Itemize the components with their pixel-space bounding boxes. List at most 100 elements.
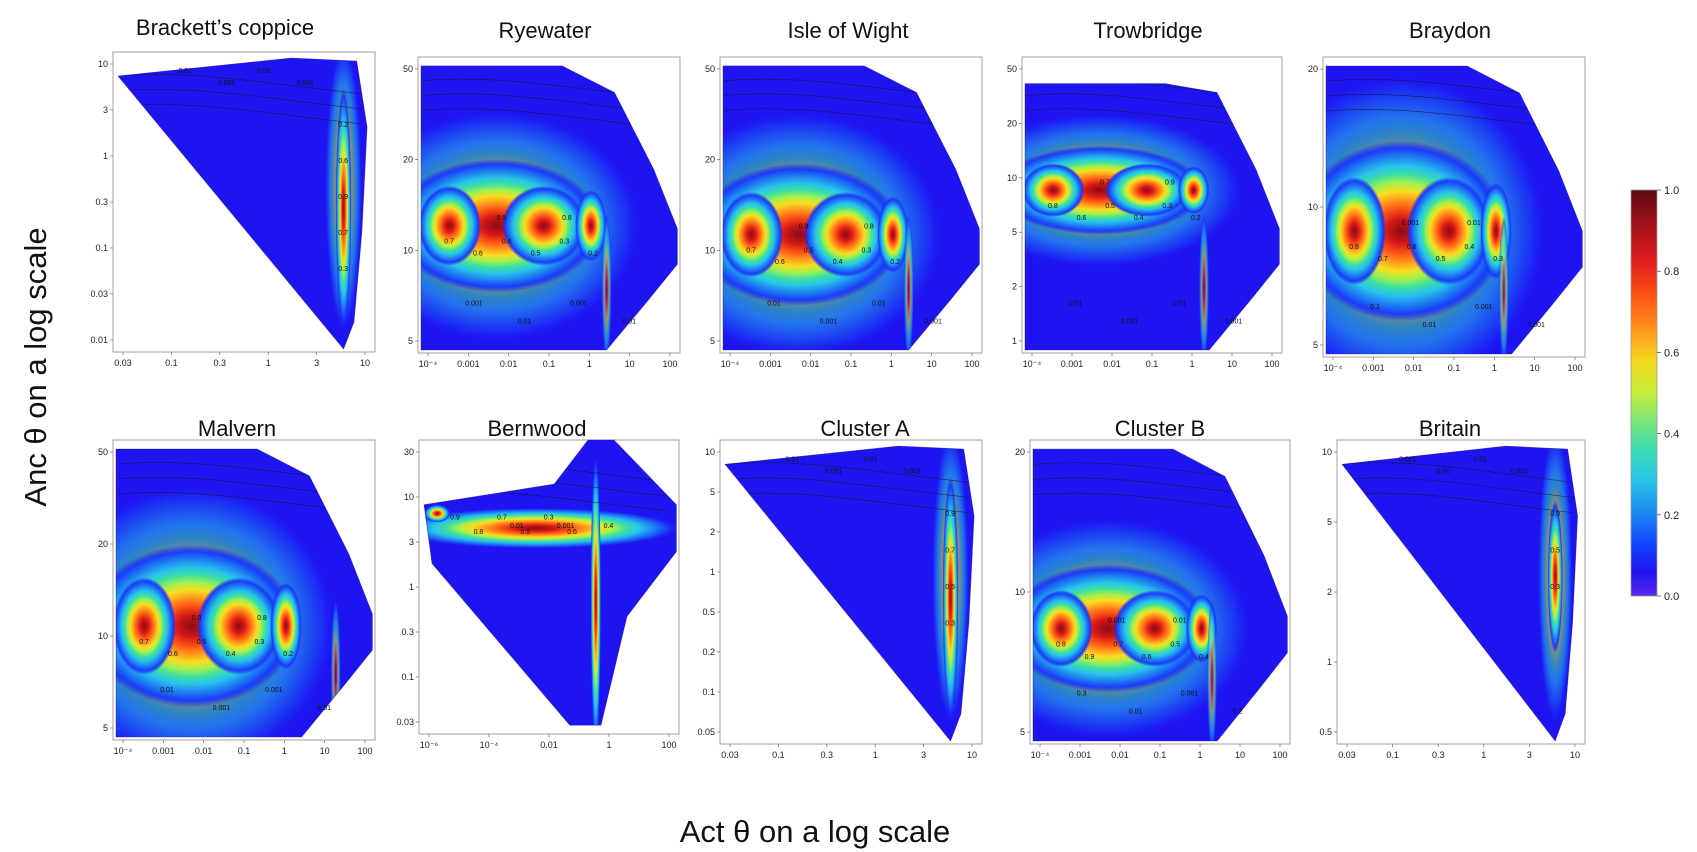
contour-label: 0.001 <box>213 705 231 712</box>
contour-label: 0.01 <box>179 68 193 75</box>
y-tick-label: 10 <box>404 492 414 502</box>
contour-label: 0.01 <box>1069 301 1083 308</box>
contour-label: 0.01 <box>1173 301 1187 308</box>
y-tick-label: 2 <box>1327 587 1332 597</box>
contour-label: 0.9 <box>799 224 809 231</box>
y-axis-label: Anc θ on a log scale <box>18 227 53 506</box>
x-tick-label: 0.1 <box>1448 363 1461 373</box>
y-tick-label: 10 <box>1007 173 1017 183</box>
y-tick-label: 0.3 <box>401 627 414 637</box>
contour-label: 0.3 <box>945 620 955 627</box>
panel-title: Bernwood <box>487 416 586 441</box>
y-tick-label: 5 <box>1327 517 1332 527</box>
density-outline <box>722 65 980 351</box>
y-tick-label: 30 <box>404 447 414 457</box>
contour-label: 0.001 <box>924 318 942 325</box>
x-tick-label: 0.3 <box>821 750 834 760</box>
x-tick-label: 10 <box>625 359 635 369</box>
density-hotspot <box>1033 590 1093 667</box>
contour-label: 0.6 <box>775 259 785 266</box>
x-tick-label: 10⁻⁴ <box>721 359 740 369</box>
y-tick-label: 5 <box>408 336 413 346</box>
x-tick-label: 10⁻⁴ <box>1023 359 1042 369</box>
contour-label: 0.001 <box>1402 220 1420 227</box>
x-tick-label: 1 <box>873 750 878 760</box>
x-tick-label: 0.001 <box>1061 359 1084 369</box>
density-hotspot <box>1406 177 1491 285</box>
y-tick-label: 5 <box>1313 340 1318 350</box>
contour-label: 0.001 <box>1108 617 1126 624</box>
contour-label: 0.6 <box>473 250 483 257</box>
x-tick-label: 100 <box>1264 359 1279 369</box>
panel-6: Malvern 0.9 0.8 0.7 0.6 0.5 0.4 0.3 0.2 0.01 0.001… <box>98 416 376 756</box>
contour-label: 0.2 <box>338 122 348 129</box>
y-tick-label: 0.03 <box>90 289 108 299</box>
panel-title: Isle of Wight <box>787 18 908 43</box>
contour-line <box>725 477 969 498</box>
x-tick-label: 0.3 <box>1432 750 1445 760</box>
contour-label: 0.2 <box>588 250 598 257</box>
x-tick-label: 0.01 <box>802 359 820 369</box>
contour-label: 0.4 <box>226 651 236 658</box>
contour-label: 0.9 <box>450 514 460 521</box>
contour-label: 0.01 <box>1473 456 1487 463</box>
contour-line <box>116 492 362 513</box>
y-tick-label: 10 <box>1308 202 1318 212</box>
density-hotspot <box>575 190 607 262</box>
contour-label: 0.5 <box>1550 548 1560 555</box>
panel-title: Malvern <box>198 416 276 441</box>
contour-label: 0.3 <box>1077 690 1087 697</box>
contour-label: 0.8 <box>562 215 572 222</box>
colorbar: 1.0 0.8 0.6 0.4 0.2 0.0 <box>1630 185 1679 603</box>
contour-label: 0.01 <box>1467 220 1481 227</box>
contour-line <box>1033 492 1278 513</box>
contour-label: 0.01 <box>767 301 781 308</box>
contour-label: 0.5 <box>1436 256 1446 263</box>
density-outline <box>1325 65 1583 355</box>
contour-label: 0.001 <box>825 468 843 475</box>
contour-line <box>118 104 362 125</box>
x-tick-label: 0.01 <box>195 746 213 756</box>
contour-label: 0.001 <box>557 523 575 530</box>
x-tick-label: 0.1 <box>1386 750 1399 760</box>
density-hotspot <box>1113 590 1197 667</box>
contour-label: 0.4 <box>502 239 512 246</box>
contour-label: 0.2 <box>283 651 293 658</box>
y-tick-label: 50 <box>403 64 413 74</box>
contour-label: 0.9 <box>1550 511 1560 518</box>
x-tick-label: 10⁻⁴ <box>419 359 438 369</box>
contour-label: 0.6 <box>1142 654 1152 661</box>
y-tick-label: 2 <box>1012 282 1017 292</box>
contour-label: 0.5 <box>945 584 955 591</box>
x-tick-label: 1 <box>606 740 611 750</box>
x-tick-label: 0.1 <box>1154 750 1167 760</box>
contour-label: 0.6 <box>338 158 348 165</box>
contour-line <box>725 492 969 513</box>
contour-label: 0.9 <box>1165 179 1175 186</box>
panel-title: Cluster A <box>820 416 910 441</box>
contour-line <box>421 108 667 129</box>
contour-label: 0.5 <box>531 250 541 257</box>
x-tick-label: 10 <box>1530 363 1540 373</box>
contour-line <box>1025 108 1270 129</box>
contour-label: 0.3 <box>338 266 348 273</box>
x-tick-label: 0.1 <box>772 750 785 760</box>
contour-label: 0.9 <box>497 215 507 222</box>
y-tick-label: 50 <box>98 447 108 457</box>
x-tick-label: 3 <box>314 358 319 368</box>
x-tick-label: 10⁻⁴ <box>480 740 499 750</box>
contour-label: 0.4 <box>1134 215 1144 222</box>
x-tick-label: 100 <box>1567 363 1582 373</box>
contour-label: 0.8 <box>864 224 874 231</box>
contour-line <box>1342 477 1573 498</box>
x-tick-label: 0.1 <box>165 358 178 368</box>
contour-label: 0.01 <box>864 456 878 463</box>
contour-label: 0.001 <box>465 301 483 308</box>
colorbar-tick-label: 0.4 <box>1664 429 1679 441</box>
contour-line <box>1342 492 1573 513</box>
density-outline <box>423 439 677 726</box>
colorbar-tick-label: 0.0 <box>1664 591 1679 603</box>
contour-label: 0.001 <box>1399 456 1417 463</box>
panel-title: Brackett’s coppice <box>136 15 314 40</box>
